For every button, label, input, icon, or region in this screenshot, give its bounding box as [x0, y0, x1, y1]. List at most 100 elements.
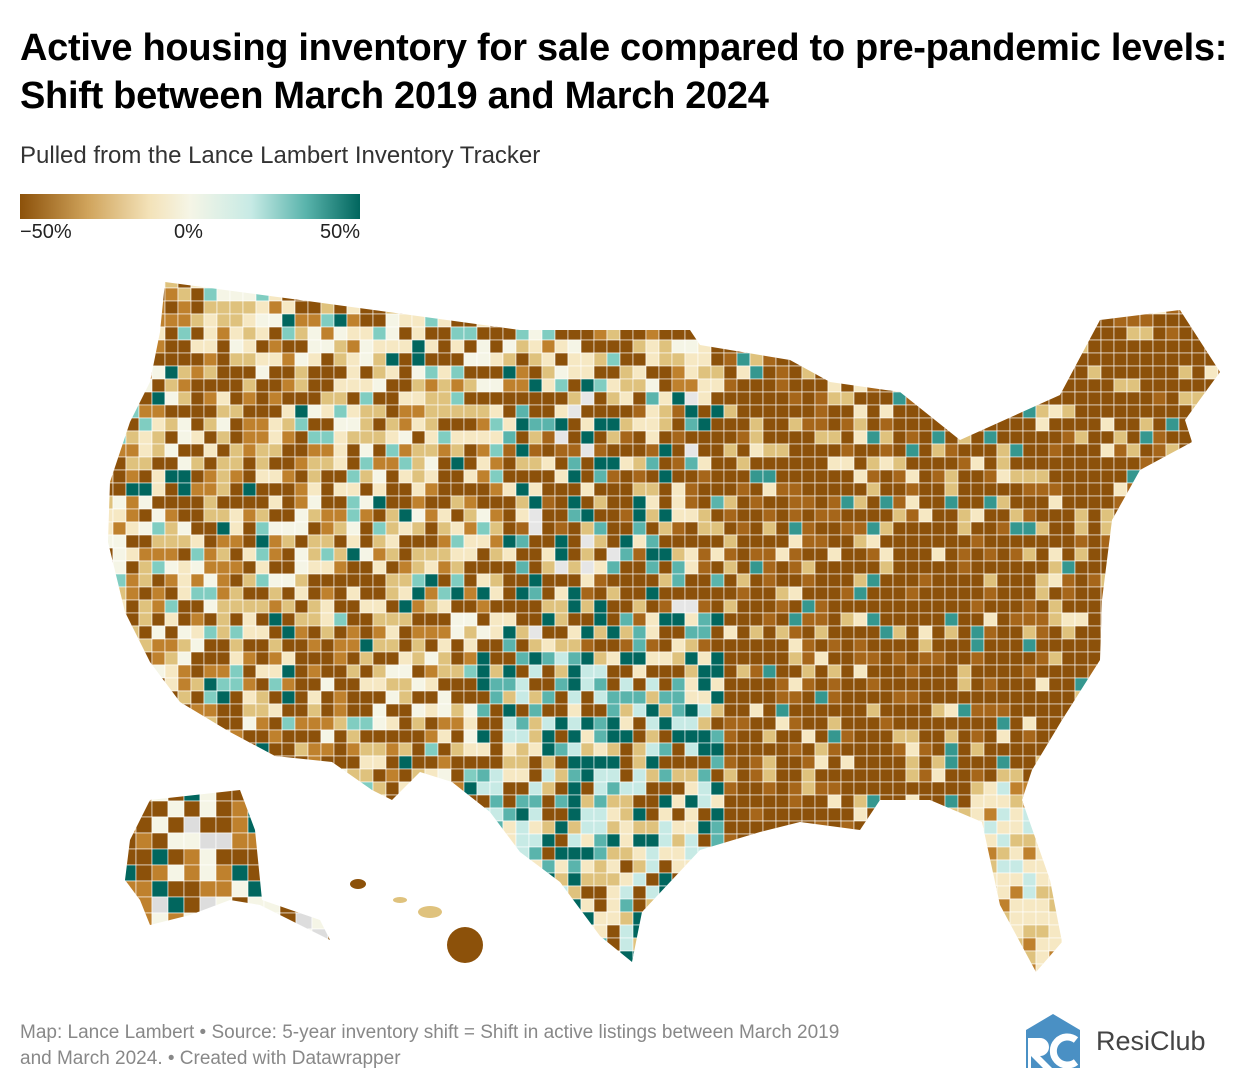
- county-cell: [996, 833, 1011, 848]
- county-cell: [307, 833, 322, 848]
- county-cell: [853, 742, 868, 757]
- county-cell: [268, 352, 283, 367]
- county-cell: [528, 820, 543, 835]
- county-cell: [710, 352, 725, 367]
- county-cell: [255, 937, 270, 952]
- county-cell: [736, 885, 751, 900]
- county-cell: [1087, 677, 1102, 692]
- resiclub-logo[interactable]: ResiClub: [1024, 1012, 1206, 1070]
- county-cell: [398, 963, 413, 972]
- county-cell: [593, 560, 608, 575]
- county-cell: [190, 365, 205, 380]
- county-cell: [671, 352, 686, 367]
- county-cell: [866, 612, 881, 627]
- county-cell: [671, 638, 686, 653]
- county-cell: [853, 846, 868, 861]
- chart-title: Active housing inventory for sale compar…: [20, 27, 1228, 117]
- county-cell: [775, 508, 790, 523]
- county-cell: [1204, 807, 1219, 822]
- county-cell: [411, 690, 426, 705]
- county-cell: [398, 846, 413, 861]
- county-cell: [541, 391, 556, 406]
- county-cell: [996, 404, 1011, 419]
- county-cell: [229, 755, 244, 770]
- county-cell: [983, 282, 998, 289]
- county-cell: [125, 430, 140, 445]
- county-cell: [892, 807, 907, 822]
- county-cell: [1113, 456, 1128, 471]
- county-cell: [151, 534, 166, 549]
- county-cell: [1074, 950, 1089, 965]
- county-cell: [385, 339, 400, 354]
- county-cell: [279, 816, 297, 834]
- county-cell: [247, 912, 265, 930]
- county-cell: [346, 326, 361, 341]
- county-cell: [1191, 495, 1206, 510]
- county-cell: [528, 352, 543, 367]
- county-cell: [138, 352, 153, 367]
- county-cell: [541, 352, 556, 367]
- county-cell: [294, 391, 309, 406]
- county-cell: [311, 816, 329, 834]
- county-cell: [294, 282, 309, 289]
- county-cell: [125, 404, 140, 419]
- county-cell: [164, 664, 179, 679]
- county-cell: [905, 365, 920, 380]
- county-cell: [606, 794, 621, 809]
- county-cell: [801, 937, 816, 952]
- county-cell: [463, 482, 478, 497]
- county-cell: [931, 742, 946, 757]
- county-cell: [1009, 729, 1024, 744]
- county-cell: [931, 378, 946, 393]
- county-cell: [164, 508, 179, 523]
- county-cell: [827, 638, 842, 653]
- county-cell: [489, 508, 504, 523]
- county-cell: [489, 456, 504, 471]
- county-cell: [762, 651, 777, 666]
- county-cell: [1165, 282, 1180, 289]
- county-cell: [1009, 534, 1024, 549]
- county-cell: [333, 677, 348, 692]
- county-cell: [242, 586, 257, 601]
- county-cell: [385, 534, 400, 549]
- county-cell: [957, 391, 972, 406]
- county-cell: [164, 677, 179, 692]
- county-cell: [749, 820, 764, 835]
- county-cell: [710, 417, 725, 432]
- county-cell: [1048, 794, 1063, 809]
- county-cell: [450, 586, 465, 601]
- county-cell: [710, 729, 725, 744]
- county-cell: [177, 742, 192, 757]
- county-cell: [1165, 560, 1180, 575]
- county-cell: [697, 677, 712, 692]
- county-cell: [1191, 807, 1206, 822]
- county-cell: [1191, 391, 1206, 406]
- county-cell: [279, 832, 297, 850]
- county-cell: [281, 404, 296, 419]
- county-cell: [463, 469, 478, 484]
- county-cell: [1139, 495, 1154, 510]
- county-cell: [801, 430, 816, 445]
- county-cell: [138, 560, 153, 575]
- county-cell: [450, 339, 465, 354]
- county-cell: [1139, 833, 1154, 848]
- county-cell: [112, 313, 127, 328]
- county-cell: [247, 896, 265, 914]
- county-cell: [437, 573, 452, 588]
- county-cell: [216, 742, 231, 757]
- county-cell: [138, 729, 153, 744]
- county-cell: [593, 287, 608, 302]
- county-cell: [970, 755, 985, 770]
- county-cell: [463, 456, 478, 471]
- county-cell: [632, 612, 647, 627]
- county-cell: [684, 300, 699, 315]
- county-cell: [1204, 404, 1219, 419]
- county-cell: [372, 716, 387, 731]
- county-cell: [476, 846, 491, 861]
- county-cell: [619, 443, 634, 458]
- county-cell: [996, 872, 1011, 887]
- county-cell: [1178, 729, 1193, 744]
- county-cell: [658, 391, 673, 406]
- county-cell: [645, 534, 660, 549]
- county-cell: [892, 443, 907, 458]
